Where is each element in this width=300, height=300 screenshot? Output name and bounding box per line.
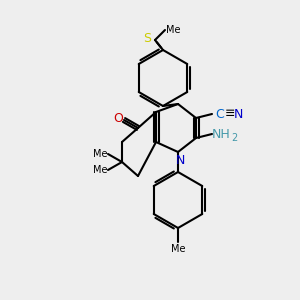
Text: ≡: ≡ [225, 107, 235, 121]
Text: C: C [216, 107, 224, 121]
Text: N: N [233, 107, 243, 121]
Text: Me: Me [93, 149, 107, 159]
Text: NH: NH [212, 128, 230, 140]
Text: O: O [113, 112, 123, 124]
Text: Me: Me [166, 25, 180, 35]
Text: S: S [143, 32, 151, 44]
Text: N: N [175, 154, 185, 166]
Text: Me: Me [93, 165, 107, 175]
Text: Me: Me [171, 244, 185, 254]
Text: 2: 2 [231, 133, 237, 143]
